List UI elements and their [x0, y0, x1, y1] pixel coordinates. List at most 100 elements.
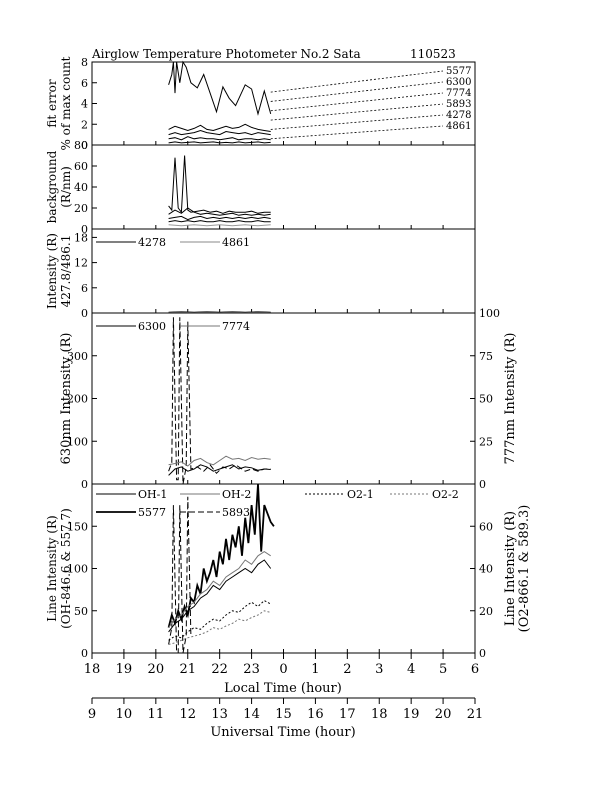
legend-label: OH-1: [138, 488, 167, 501]
fit-label: 5893: [446, 99, 471, 110]
x-tick-label-ut: 17: [339, 707, 356, 722]
y-axis-label-right: (O2-866.1 & 589.3): [517, 505, 532, 633]
panel-frame-bg: [92, 145, 475, 229]
y-tick-label-right: 20: [479, 605, 493, 618]
x-tick-label-ut: 13: [211, 707, 228, 722]
fit-label: 7774: [446, 88, 471, 99]
series-line-bg-2: [169, 216, 271, 219]
x-tick-label-ut: 12: [179, 707, 196, 722]
leader-line: [271, 82, 443, 101]
universal-time-label: Universal Time (hour): [210, 725, 355, 740]
x-tick-label-local: 1: [311, 662, 319, 677]
chart-date: 110523: [410, 47, 456, 61]
y-tick-label: 8: [81, 56, 88, 69]
x-tick-label-local: 0: [279, 662, 287, 677]
y-axis-label: (R/nm): [59, 166, 73, 208]
x-tick-label-local: 22: [211, 662, 228, 677]
y-axis-label: Line Intensity (R): [45, 515, 59, 621]
y-tick-label: 4: [81, 98, 88, 111]
chart-title: Airglow Temperature Photometer No.2 Sata: [91, 47, 361, 61]
x-tick-label-local: 3: [375, 662, 383, 677]
y-axis-label: background: [45, 150, 59, 223]
leader-line: [271, 93, 443, 111]
y-tick-label-right: 60: [479, 520, 493, 533]
x-tick-label-local: 5: [439, 662, 447, 677]
fit-label: 6300: [446, 77, 471, 88]
x-tick-label-ut: 10: [116, 707, 133, 722]
x-tick-label-local: 19: [116, 662, 133, 677]
x-tick-label-ut: 21: [467, 707, 484, 722]
series-line-line-5893: [169, 497, 191, 653]
x-tick-label-local: 21: [179, 662, 196, 677]
y-tick-label: 20: [74, 202, 88, 215]
y-axis-label: % of max count: [59, 56, 73, 150]
local-time-label: Local Time (hour): [224, 681, 342, 696]
x-tick-label-local: 2: [343, 662, 351, 677]
panel-frame-red: [92, 313, 475, 484]
fit-label: 4861: [446, 121, 471, 132]
y-tick-label-right: 100: [479, 307, 500, 320]
x-tick-label-ut: 16: [307, 707, 324, 722]
y-tick-label: 0: [81, 647, 88, 660]
legend-label: 5577: [138, 506, 166, 519]
series-line-fit-2: [169, 131, 271, 135]
y-tick-label-right: 75: [479, 350, 493, 363]
legend-label: OH-2: [222, 488, 251, 501]
y-tick-label-right: 25: [479, 435, 493, 448]
y-tick-label: 18: [74, 231, 88, 244]
series-line-fit-1: [169, 124, 271, 131]
legend-label: 4278: [138, 236, 166, 249]
x-tick-label-ut: 18: [371, 707, 388, 722]
series-line-fit-3: [169, 137, 271, 140]
y-tick-label: 0: [81, 478, 88, 491]
x-tick-label-local: 6: [471, 662, 479, 677]
y-tick-label: 60: [74, 160, 88, 173]
x-tick-label-ut: 15: [275, 707, 292, 722]
x-tick-label-ut: 19: [403, 707, 420, 722]
x-tick-label-ut: 14: [243, 707, 260, 722]
series-line-fit-0: [169, 62, 271, 114]
legend-label: 4861: [222, 236, 250, 249]
legend-label: 5893: [222, 506, 250, 519]
legend-label: 7774: [222, 320, 250, 333]
fit-label: 4278: [446, 110, 471, 121]
x-tick-label-ut: 9: [88, 707, 96, 722]
y-tick-label: 40: [74, 181, 88, 194]
x-tick-label-local: 4: [407, 662, 415, 677]
y-axis-label: 630nm Intensity (R): [59, 333, 74, 465]
x-tick-label-local: 18: [84, 662, 101, 677]
y-tick-label-right: 0: [479, 478, 486, 491]
y-tick-label: 50: [74, 605, 88, 618]
y-tick-label: 2: [81, 118, 88, 131]
y-tick-label-right: 40: [479, 563, 493, 576]
panel-frame-fit: [92, 62, 475, 145]
y-axis-label-right: Line Intensity (R): [503, 511, 518, 626]
y-tick-label-right: 50: [479, 393, 493, 406]
series-line-bg-1: [169, 208, 271, 215]
y-tick-label: 12: [74, 257, 88, 270]
y-tick-label: 6: [81, 77, 88, 90]
legend-label: 6300: [138, 320, 166, 333]
x-tick-label-ut: 11: [148, 707, 165, 722]
series-line-bg-3: [169, 221, 271, 222]
y-axis-label: 427.8/486.1: [59, 235, 73, 308]
y-axis-label: Intensity (R): [45, 233, 59, 309]
x-tick-label-local: 23: [243, 662, 260, 677]
y-tick-label-right: 0: [479, 647, 486, 660]
y-axis-label: (OH-846.6 & 557.7): [59, 508, 73, 629]
x-tick-label-local: 20: [148, 662, 165, 677]
series-line-bg-0: [169, 156, 271, 214]
leader-line: [271, 104, 443, 120]
y-axis-label: fit error: [45, 79, 59, 127]
y-tick-label: 6: [81, 282, 88, 295]
y-tick-label: 80: [74, 139, 88, 152]
leader-line: [271, 71, 443, 92]
leader-line: [271, 115, 443, 129]
legend-label: O2-2: [432, 488, 459, 501]
x-tick-label-ut: 20: [435, 707, 452, 722]
series-line-red-7774: [169, 456, 271, 466]
fit-label: 5577: [446, 66, 471, 77]
leader-line: [271, 126, 443, 139]
y-tick-label: 0: [81, 307, 88, 320]
